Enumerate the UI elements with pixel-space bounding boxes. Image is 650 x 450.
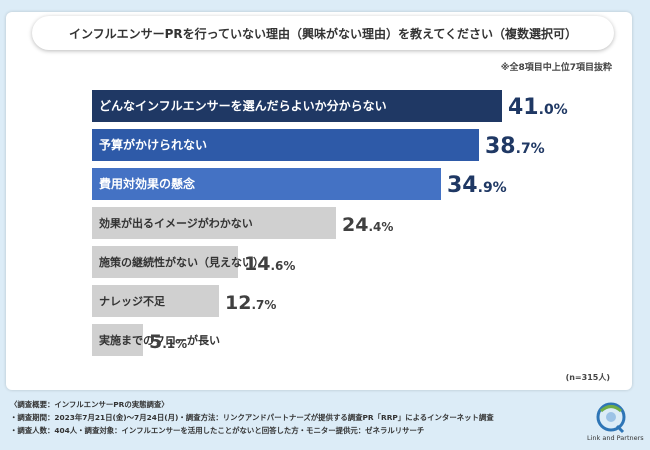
bar-label-1: どんなインフルエンサーを選んだらよいか分からない [99, 98, 387, 113]
value-label-3: 34.9% [447, 173, 507, 198]
bar-label-4: 効果が出るイメージがわかない [99, 216, 253, 230]
bar-label-6: ナレッジ不足 [99, 295, 166, 308]
value-label-7: 5.1% [149, 331, 187, 353]
bar-1 [92, 90, 502, 122]
bar-3 [92, 168, 441, 200]
bar-5 [92, 246, 238, 278]
bar-label-5: 施策の継続性がない（見えない） [99, 255, 264, 269]
value-label-2: 38.7% [485, 134, 545, 159]
bar-label-7: 実施までのフローが長い [99, 333, 220, 347]
chart-title: インフルエンサーPRを行っていない理由（興味がない理由）を教えてください（複数選… [32, 16, 614, 50]
bar-2 [92, 129, 479, 161]
bar-7 [92, 324, 143, 356]
bar-label-3: 費用対効果の懸念 [99, 176, 195, 191]
value-label-5: 14.6% [244, 253, 295, 275]
bar-4 [92, 207, 336, 239]
sample-size: (n=315人) [565, 373, 610, 382]
bar-6 [92, 285, 219, 317]
logo-text: Link and Partners [587, 434, 644, 442]
linkandpartners-logo-icon: Link and Partners [587, 400, 644, 444]
footer-line-3: ・調査人数：404人・調査対象：インフルエンサーを活用したことがないと回答した方… [10, 426, 425, 435]
value-label-6: 12.7% [225, 292, 276, 314]
bar-label-2: 予算がかけられない [99, 137, 207, 152]
value-label-1: 41.0% [508, 95, 568, 120]
footer-line-1: 〈調査概要：インフルエンサーPRの実態調査〉 [10, 400, 169, 409]
note-text: ※全8項目中上位7項目抜粋 [500, 63, 612, 73]
value-label-4: 24.4% [342, 214, 393, 236]
survey-footer: 〈調査概要：インフルエンサーPRの実態調査〉 ・調査期間：2023年7月21日(… [10, 398, 570, 437]
footer-line-2: ・調査期間：2023年7月21日(金)〜7月24日(月)・調査方法：リンクアンド… [10, 413, 494, 422]
